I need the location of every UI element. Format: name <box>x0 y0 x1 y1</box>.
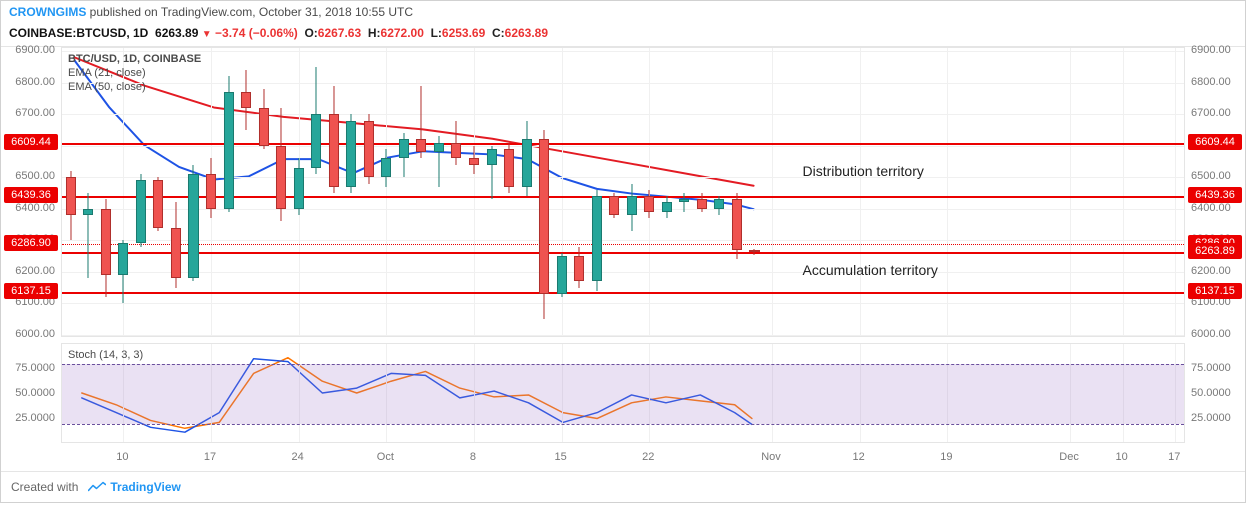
price-ytick: 6800.00 <box>1 76 55 88</box>
price-yaxis-left: 6000.006100.006200.006300.006400.006500.… <box>1 47 61 337</box>
price-ytick: 6700.00 <box>1 107 55 119</box>
low-value: 6253.69 <box>442 26 485 40</box>
chart-annotation[interactable]: Distribution territory <box>803 163 924 179</box>
legend-symbol: BTC/USD, 1D, COINBASE <box>68 52 201 66</box>
tradingview-logo[interactable]: TradingView <box>88 480 180 494</box>
low-label: L: <box>431 26 442 40</box>
time-tick: 12 <box>853 451 865 463</box>
price-ytick: 6000.00 <box>1191 328 1245 340</box>
high-label: H: <box>368 26 381 40</box>
time-tick: 17 <box>204 451 216 463</box>
close-label: C: <box>492 26 505 40</box>
chart-annotation[interactable]: Accumulation territory <box>803 262 938 278</box>
price-ytick: 6800.00 <box>1191 76 1245 88</box>
legend-ema50: EMA (50, close) <box>68 80 201 94</box>
stoch-ytick: 25.0000 <box>1 412 55 424</box>
chart-area[interactable]: 6000.006100.006200.006300.006400.006500.… <box>1 46 1245 471</box>
price-level-tag: 6137.15 <box>1188 283 1242 299</box>
symbol[interactable]: COINBASE:BTCUSD <box>9 26 126 40</box>
price-level-line[interactable] <box>62 252 1184 254</box>
price-level-tag: 6263.89 <box>1188 243 1242 259</box>
price-ytick: 6400.00 <box>1 202 55 214</box>
price-ytick: 6900.00 <box>1191 44 1245 56</box>
time-tick: 10 <box>1116 451 1128 463</box>
footer: Created with TradingView <box>1 471 1245 502</box>
price-ytick: 6900.00 <box>1 44 55 56</box>
stoch-pane[interactable]: Stoch (14, 3, 3) <box>61 343 1185 443</box>
time-axis: 10 17 24 Oct 8 15 22 Nov 12 19 Dec 10 17 <box>61 447 1185 471</box>
price-ytick: 6700.00 <box>1191 107 1245 119</box>
high-value: 6272.00 <box>381 26 424 40</box>
tradingview-text: TradingView <box>110 480 180 494</box>
price-ytick: 6500.00 <box>1191 170 1245 182</box>
time-tick: 22 <box>642 451 654 463</box>
last-price: 6263.89 <box>155 26 198 40</box>
price-legend: BTC/USD, 1D, COINBASE EMA (21, close) EM… <box>68 52 201 94</box>
price-level-line[interactable] <box>62 244 1184 245</box>
down-arrow-icon: ▼ <box>202 29 212 40</box>
open-value: 6267.63 <box>318 26 361 40</box>
price-level-tag: 6286.90 <box>4 235 58 251</box>
stoch-band <box>62 364 1184 424</box>
time-tick: 24 <box>292 451 304 463</box>
close-value: 6263.89 <box>505 26 548 40</box>
site-name: TradingView.com <box>161 5 252 19</box>
price-ytick: 6200.00 <box>1 265 55 277</box>
price-ytick: 6500.00 <box>1 170 55 182</box>
published-prefix: published on <box>90 5 158 19</box>
time-tick: Nov <box>761 451 781 463</box>
stoch-bound-line <box>62 364 1184 365</box>
stoch-ytick: 25.0000 <box>1191 412 1245 424</box>
change-abs: −3.74 <box>215 26 245 40</box>
price-ytick: 6000.00 <box>1 328 55 340</box>
open-label: O: <box>304 26 317 40</box>
chart-container: CROWNGIMS published on TradingView.com, … <box>0 0 1246 503</box>
price-level-tag: 6609.44 <box>4 134 58 150</box>
stoch-yaxis-right: 25.0000 50.0000 75.0000 <box>1185 343 1245 443</box>
time-tick: Oct <box>377 451 394 463</box>
ohlc-bar: COINBASE:BTCUSD, 1D 6263.89 ▼ −3.74 (−0.… <box>1 23 1245 46</box>
legend-stoch: Stoch (14, 3, 3) <box>68 348 143 362</box>
price-pane[interactable]: BTC/USD, 1D, COINBASE EMA (21, close) EM… <box>61 47 1185 337</box>
stoch-legend: Stoch (14, 3, 3) <box>68 348 143 362</box>
stoch-ytick: 75.0000 <box>1 362 55 374</box>
stoch-ytick: 50.0000 <box>1 387 55 399</box>
stoch-bound-line <box>62 424 1184 425</box>
stoch-ytick: 50.0000 <box>1191 387 1245 399</box>
price-level-tag: 6439.36 <box>1188 187 1242 203</box>
price-level-tag: 6609.44 <box>1188 134 1242 150</box>
publish-header: CROWNGIMS published on TradingView.com, … <box>1 1 1245 23</box>
time-tick: 17 <box>1168 451 1180 463</box>
legend-ema21: EMA (21, close) <box>68 66 201 80</box>
author-link[interactable]: CROWNGIMS <box>9 5 86 19</box>
time-tick: Dec <box>1059 451 1079 463</box>
price-level-tag: 6439.36 <box>4 187 58 203</box>
price-yaxis-right: 6000.006100.006200.006300.006400.006500.… <box>1185 47 1245 337</box>
time-tick: 19 <box>940 451 952 463</box>
price-ytick: 6400.00 <box>1191 202 1245 214</box>
time-tick: 10 <box>116 451 128 463</box>
time-tick: 8 <box>470 451 476 463</box>
stoch-yaxis-left: 25.0000 50.0000 75.0000 <box>1 343 61 443</box>
price-ytick: 6200.00 <box>1191 265 1245 277</box>
tradingview-icon <box>88 481 106 493</box>
created-with-label: Created with <box>11 480 78 494</box>
publish-date: October 31, 2018 10:55 UTC <box>259 5 413 19</box>
price-level-tag: 6137.15 <box>4 283 58 299</box>
time-tick: 15 <box>555 451 567 463</box>
stoch-ytick: 75.0000 <box>1191 362 1245 374</box>
change-pct: (−0.06%) <box>249 26 298 40</box>
price-level-line[interactable] <box>62 292 1184 294</box>
